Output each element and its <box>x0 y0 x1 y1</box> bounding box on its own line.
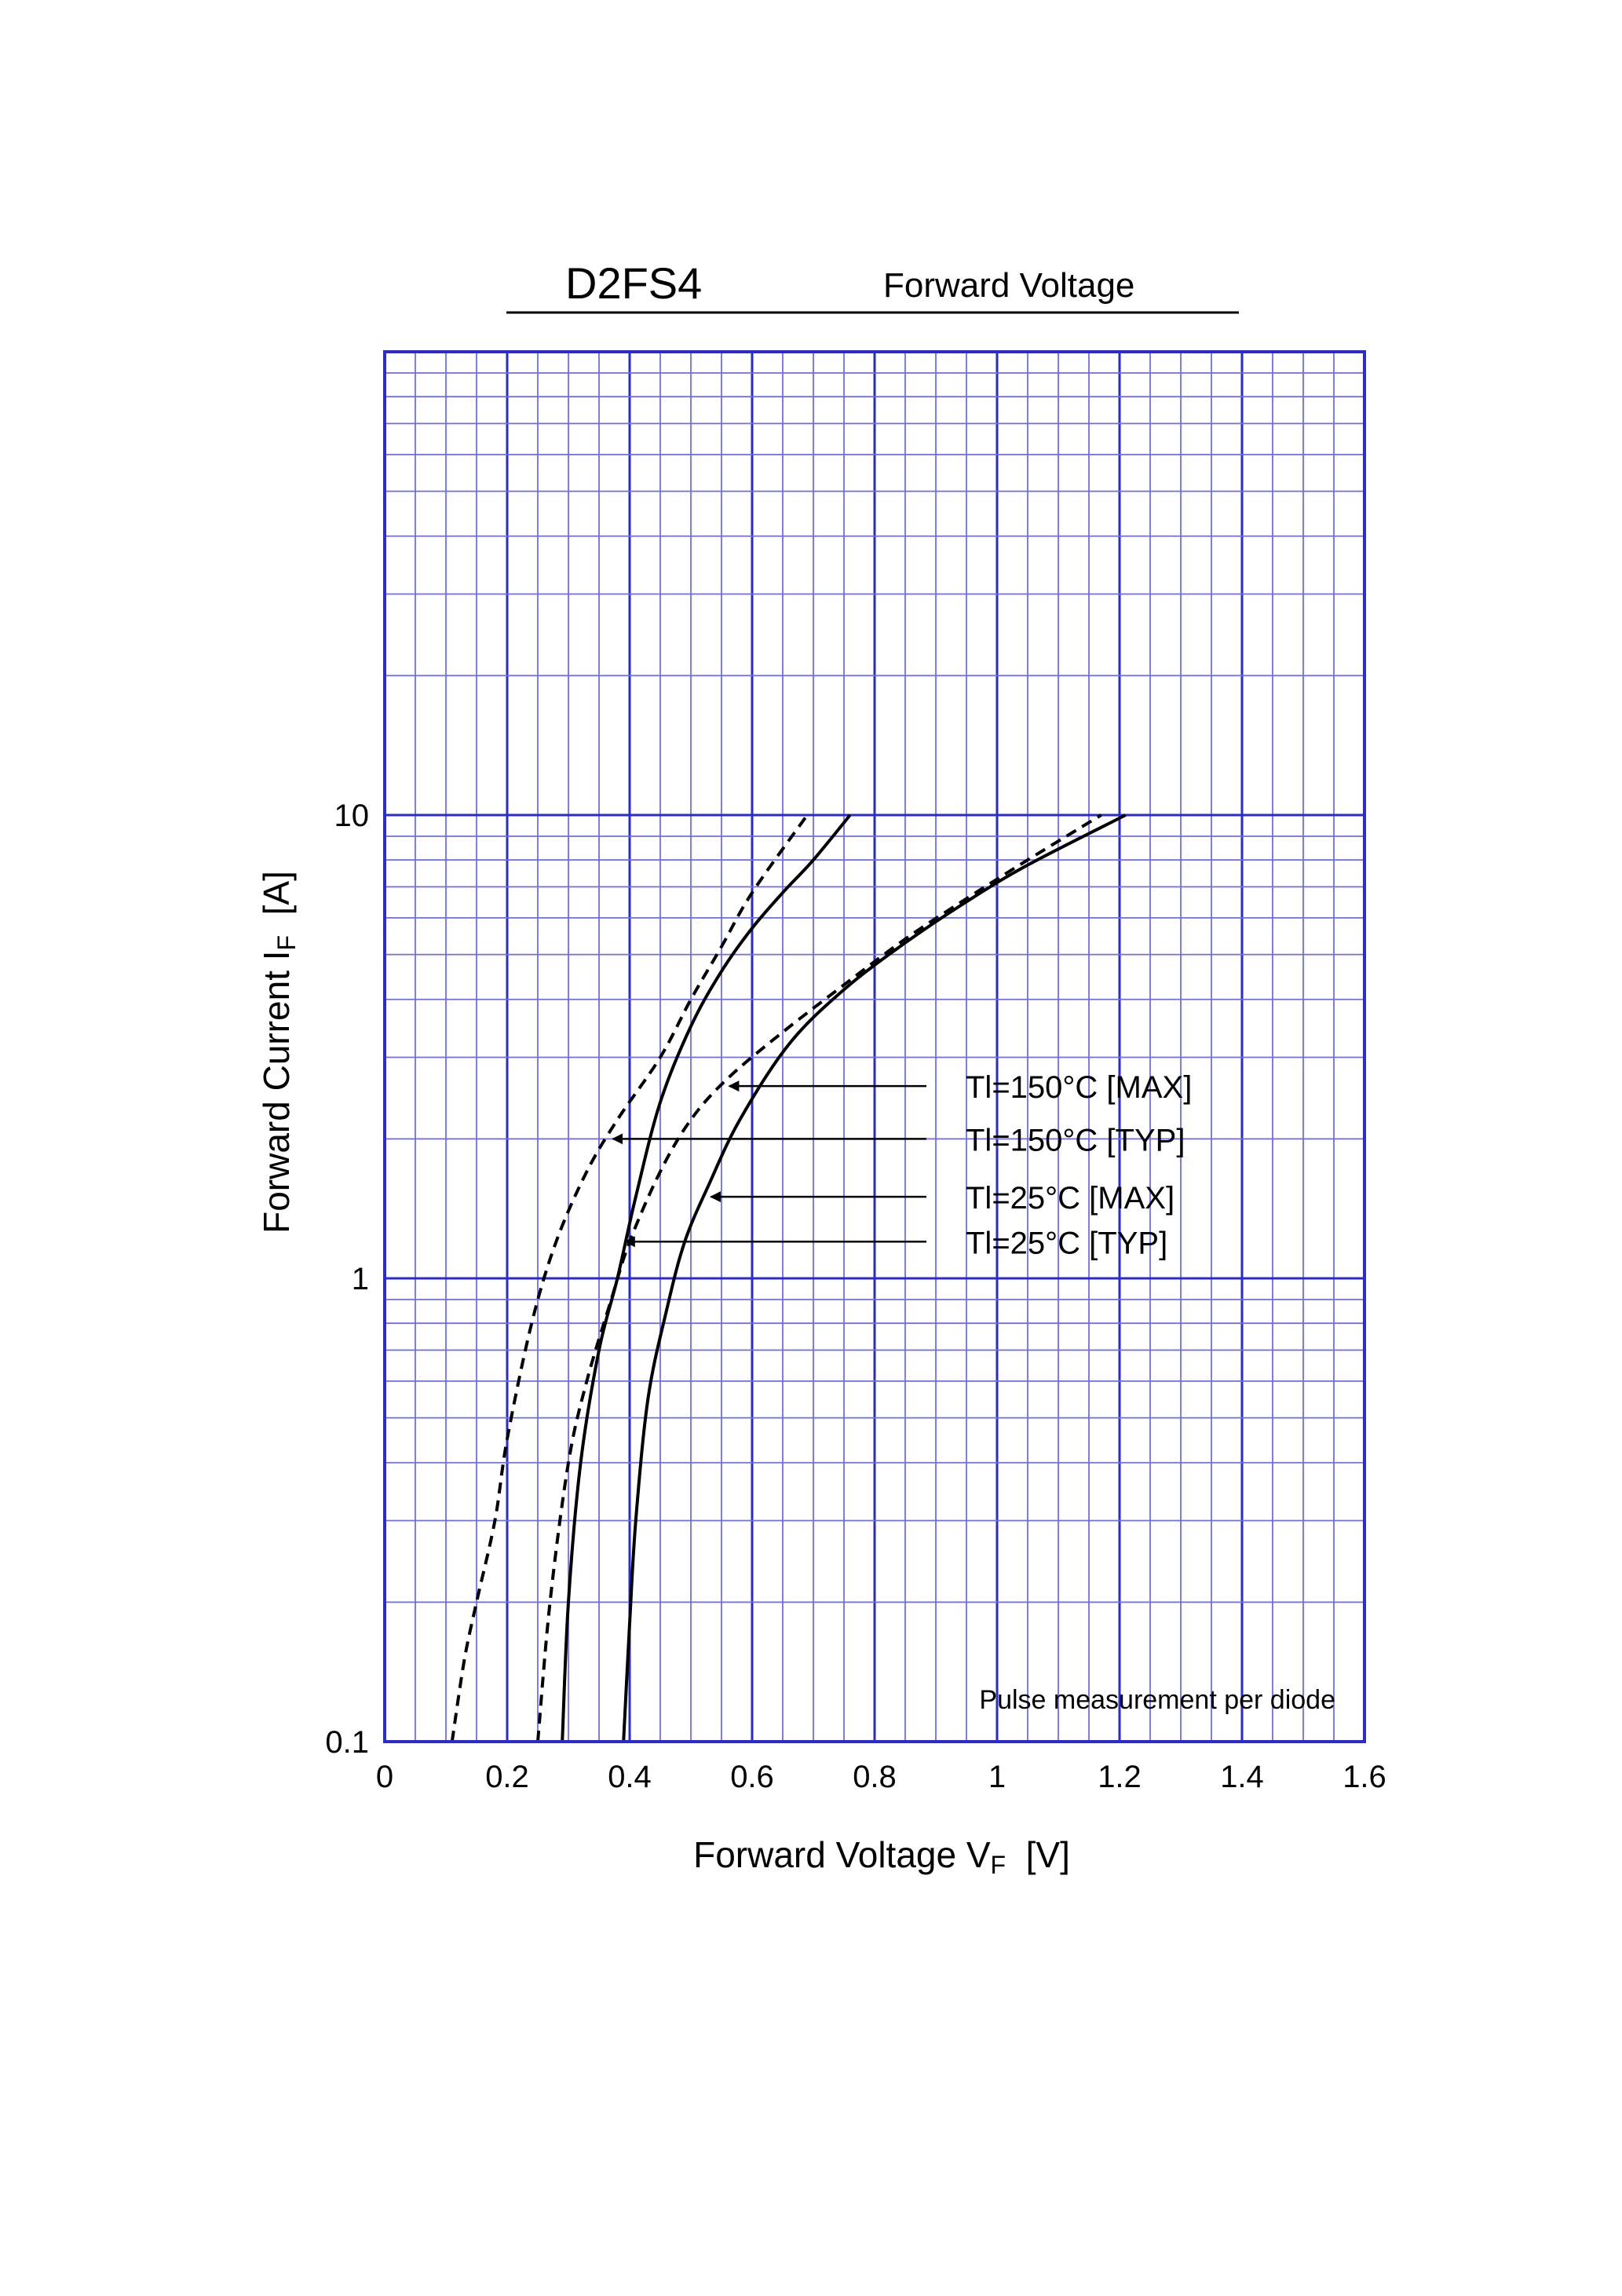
plot-frame <box>383 350 1366 1743</box>
x-tick-label: 0.6 <box>730 1760 774 1794</box>
y-axis-title: Forward Current IF [A] <box>256 871 301 1234</box>
chart-name-title: Forward Voltage <box>883 266 1134 305</box>
x-tick-label: 0.8 <box>853 1760 897 1794</box>
annotations: Tl=150°C [MAX] Tl=150°C [TYP] Tl=25°C [MAX… <box>612 1070 1192 1260</box>
series-line-tl-25-c-max <box>622 813 1127 1742</box>
y-tick-label: 10 <box>334 799 370 833</box>
x-tick-label: 0 <box>376 1760 393 1794</box>
y-tick-label: 1 <box>352 1262 369 1296</box>
x-axis-title: Forward Voltage VF [V] <box>693 1834 1070 1879</box>
x-tick-label: 1.2 <box>1098 1760 1142 1794</box>
y-axis-title-unit: [A] <box>256 871 297 935</box>
y-axis-title-main: Forward Current I <box>256 950 297 1233</box>
x-tick-label: 0.4 <box>608 1760 652 1794</box>
measurement-note: Pulse measurement per diode <box>979 1685 1335 1715</box>
y-tick-label: 0.1 <box>325 1725 369 1760</box>
x-axis-title-unit: [V] <box>1006 1834 1070 1875</box>
x-tick-label: 1.4 <box>1220 1760 1264 1794</box>
grid <box>385 352 1364 1742</box>
y-axis-title-sub: F <box>272 935 301 951</box>
part-number-title: D2FS4 <box>565 258 702 308</box>
x-tick-label: 1.6 <box>1343 1760 1386 1794</box>
x-tick-label: 1 <box>988 1760 1006 1794</box>
series-line-tl-150-c-typ <box>450 813 809 1742</box>
series-line-tl-25-c-typ <box>561 813 852 1742</box>
annotation-label: Tl=25°C [MAX] <box>966 1181 1174 1216</box>
x-tick-label: 0.2 <box>485 1760 529 1794</box>
curves <box>450 813 1127 1742</box>
annotation-label: Tl=25°C [TYP] <box>966 1226 1167 1260</box>
tick-labels: 0 0.2 0.4 0.6 0.8 1 1.2 1.4 1.6 0.1 1 10 <box>325 799 1386 1794</box>
x-axis-title-main: Forward Voltage V <box>693 1834 991 1875</box>
annotation-label: Tl=150°C [MAX] <box>966 1070 1192 1105</box>
x-axis-title-sub: F <box>991 1851 1006 1879</box>
annotation-label: Tl=150°C [TYP] <box>966 1123 1185 1157</box>
series-line-tl-150-c-max <box>536 813 1102 1742</box>
